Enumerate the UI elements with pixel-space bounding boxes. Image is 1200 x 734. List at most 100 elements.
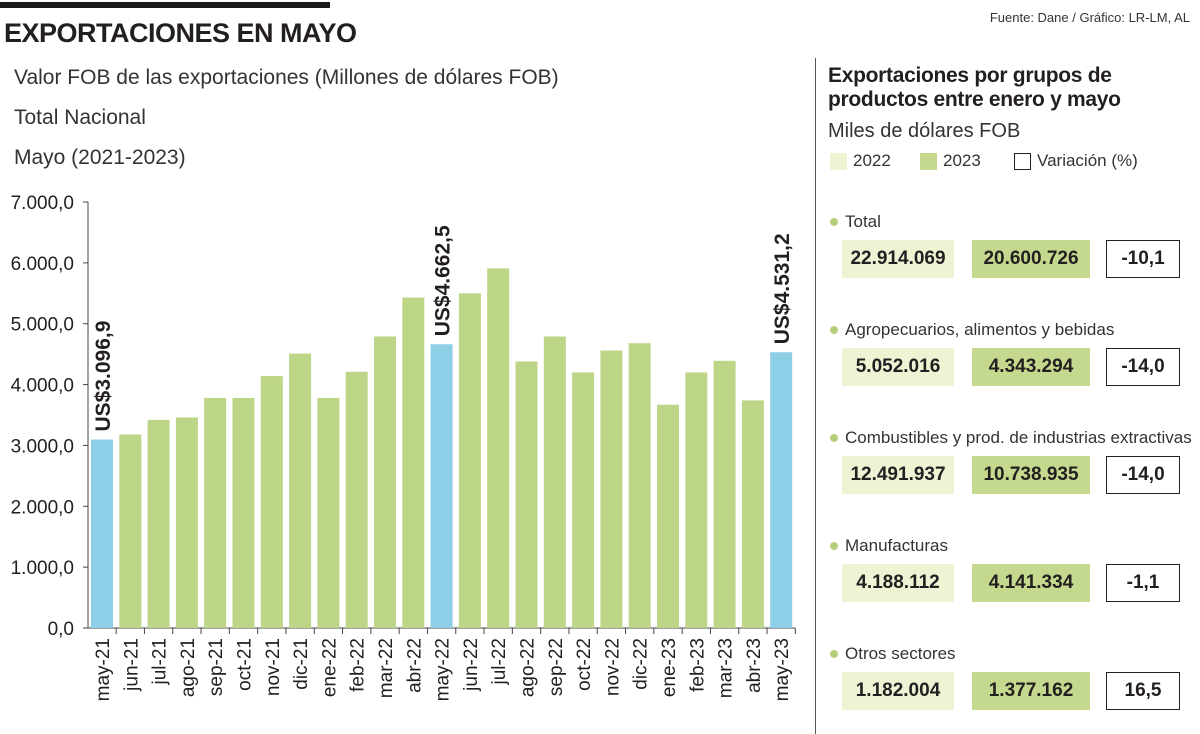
bar-sep-21 xyxy=(204,397,227,628)
bar-ene-22 xyxy=(317,397,340,628)
value-2023: 4.343.294 xyxy=(972,348,1090,386)
y-tick-label: 2.000,0 xyxy=(11,497,74,518)
bar-feb-23 xyxy=(685,372,708,628)
legend-label-2023: 2023 xyxy=(943,151,981,170)
bar-jun-21 xyxy=(119,434,142,628)
x-tick-label: ene-23 xyxy=(659,638,680,697)
value-2023: 20.600.726 xyxy=(972,240,1090,278)
bar-mar-23 xyxy=(713,360,736,628)
bullet-icon xyxy=(830,650,838,658)
y-tick-label: 0,0 xyxy=(48,619,74,640)
chart-subtitle-2: Total Nacional xyxy=(14,106,146,129)
group-manufacturas-header: Manufacturas xyxy=(828,535,1198,557)
group-agropecuarios-header: Agropecuarios, alimentos y bebidas xyxy=(828,319,1198,341)
group-name: Total xyxy=(845,212,881,231)
group-total-header: Total xyxy=(828,211,1198,233)
x-tick-label: mar-22 xyxy=(376,638,397,698)
group-name: Agropecuarios, alimentos y bebidas xyxy=(845,320,1115,339)
legend-swatch-2023 xyxy=(920,152,937,170)
y-tick-label: 7.000,0 xyxy=(11,193,74,214)
bar-feb-22 xyxy=(345,371,368,628)
group-values: 12.491.937 10.738.935 -14,0 xyxy=(828,456,1198,494)
bar-chart: 0,0 1.000,0 2.000,0 3.000,0 4.000,0 5.000,0 6.… xyxy=(11,193,796,701)
value-variation: 16,5 xyxy=(1106,672,1180,710)
bar-mar-22 xyxy=(374,336,396,628)
x-tick-label: ago-21 xyxy=(178,638,199,697)
group-total: Total 22.914.069 20.600.726 -10,1 xyxy=(828,211,1198,278)
group-name: Manufacturas xyxy=(845,536,948,555)
x-tick-label: oct-22 xyxy=(574,638,595,691)
value-2022: 1.182.004 xyxy=(842,672,954,710)
value-variation: -14,0 xyxy=(1106,456,1180,494)
y-tick-label: 3.000,0 xyxy=(11,436,74,457)
x-tick-label: may-22 xyxy=(433,638,454,701)
legend-swatch-variation xyxy=(1014,152,1031,170)
bar-value-annotation: US$4.531,2 xyxy=(771,233,794,344)
bullet-icon xyxy=(830,542,838,550)
x-tick-label: jun-21 xyxy=(121,638,142,692)
legend-swatch-2022 xyxy=(830,152,847,170)
group-values: 22.914.069 20.600.726 -10,1 xyxy=(828,240,1198,278)
group-values: 4.188.112 4.141.334 -1,1 xyxy=(828,564,1198,602)
bar-jul-22 xyxy=(487,268,510,628)
value-variation: -14,0 xyxy=(1106,348,1180,386)
bar-ene-23 xyxy=(657,404,679,628)
legend-label-variation: Variación (%) xyxy=(1037,151,1138,170)
bar-may-21 xyxy=(91,439,113,628)
value-2022: 22.914.069 xyxy=(842,240,954,278)
x-tick-label: ene-22 xyxy=(319,638,340,697)
x-tick-label: jul-22 xyxy=(489,638,510,685)
panel-title-line-2: productos entre enero y mayo xyxy=(828,88,1121,111)
bar-value-annotation: US$3.096,9 xyxy=(92,321,115,432)
value-2022: 4.188.112 xyxy=(842,564,954,602)
group-name: Combustibles y prod. de industrias extra… xyxy=(845,428,1192,447)
group-manufacturas: Manufacturas 4.188.112 4.141.334 -1,1 xyxy=(828,535,1198,602)
y-tick-label: 1.000,0 xyxy=(11,558,74,579)
value-2023: 1.377.162 xyxy=(972,672,1090,710)
bullet-icon xyxy=(830,434,838,442)
x-tick-label: ago-22 xyxy=(518,638,539,697)
x-tick-label: feb-22 xyxy=(348,638,369,692)
x-tick-label: dic-22 xyxy=(631,638,652,690)
bar-may-22 xyxy=(430,344,453,628)
y-tick-label: 6.000,0 xyxy=(11,254,74,275)
legend-item-2023: 2023 xyxy=(920,151,981,171)
x-tick-label: abr-22 xyxy=(404,638,425,693)
x-tick-label: mar-23 xyxy=(716,638,737,698)
panel-divider xyxy=(815,58,816,734)
legend-label-2022: 2022 xyxy=(853,151,891,170)
title-accent-bar xyxy=(0,2,330,8)
group-otros-header: Otros sectores xyxy=(828,643,1198,665)
product-groups-panel: Exportaciones por grupos de productos en… xyxy=(828,64,1198,175)
bar-oct-22 xyxy=(572,372,595,628)
bar-may-23 xyxy=(770,352,793,628)
bullet-icon xyxy=(830,218,838,226)
group-otros-sectores: Otros sectores 1.182.004 1.377.162 16,5 xyxy=(828,643,1198,710)
x-tick-label: nov-21 xyxy=(263,638,284,696)
value-2023: 4.141.334 xyxy=(972,564,1090,602)
x-tick-label: dic-21 xyxy=(291,638,312,690)
group-name: Otros sectores xyxy=(845,644,956,663)
x-tick-label: sep-21 xyxy=(206,638,227,696)
value-variation: -10,1 xyxy=(1106,240,1180,278)
bar-jul-21 xyxy=(147,419,170,628)
value-variation: -1,1 xyxy=(1106,564,1180,602)
bar-ago-21 xyxy=(175,417,198,628)
x-tick-label: nov-22 xyxy=(602,638,623,696)
value-2023: 10.738.935 xyxy=(972,456,1090,494)
bar-ago-22 xyxy=(515,361,538,628)
main-title: EXPORTACIONES EN MAYO xyxy=(4,18,357,48)
bar-abr-22 xyxy=(402,297,425,628)
x-tick-label: may-21 xyxy=(93,638,114,701)
x-tick-label: sep-22 xyxy=(546,638,567,696)
y-tick-label: 4.000,0 xyxy=(11,376,74,397)
legend-item-variation: Variación (%) xyxy=(1014,151,1138,171)
value-2022: 5.052.016 xyxy=(842,348,954,386)
x-tick-label: abr-23 xyxy=(744,638,765,693)
bar-abr-23 xyxy=(741,400,764,628)
x-tick-label: may-23 xyxy=(772,638,793,701)
bar-value-annotation: US$4.662,5 xyxy=(432,225,455,336)
panel-title-line-1: Exportaciones por grupos de xyxy=(828,64,1112,87)
group-values: 1.182.004 1.377.162 16,5 xyxy=(828,672,1198,710)
group-agropecuarios: Agropecuarios, alimentos y bebidas 5.052… xyxy=(828,319,1198,386)
